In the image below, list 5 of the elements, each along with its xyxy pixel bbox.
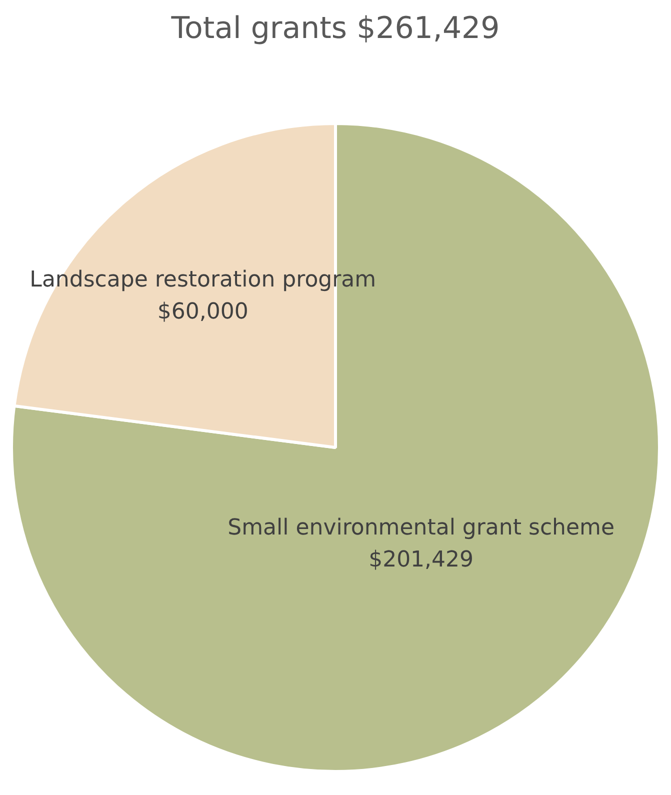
data-label: $60,000 [157, 299, 248, 324]
slice-label: Small environmental grant scheme [228, 516, 614, 541]
chart-title: Total grants $261,429 [170, 10, 500, 46]
slice-label: Landscape restoration program [30, 267, 376, 292]
data-label: $201,429 [368, 548, 474, 573]
